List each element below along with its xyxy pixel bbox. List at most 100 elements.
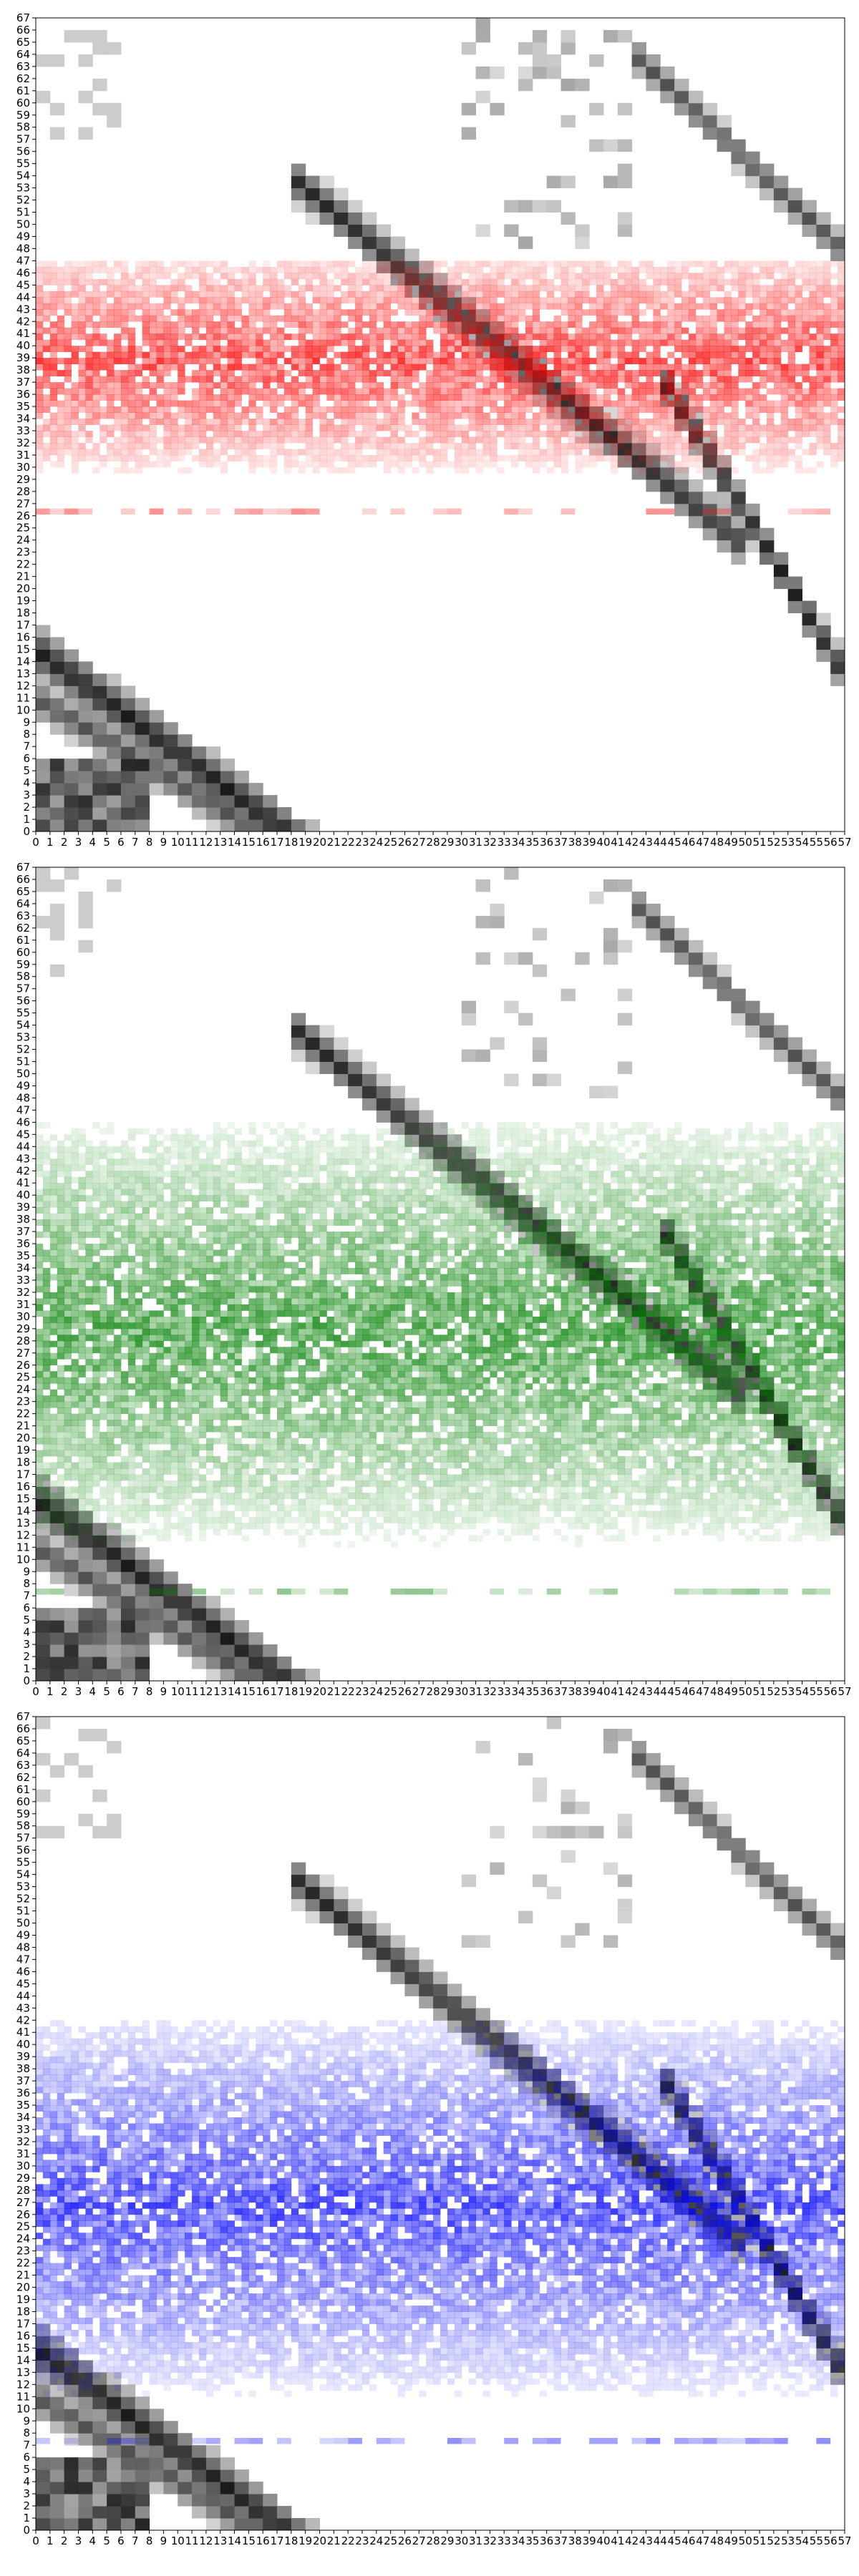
gray-cell bbox=[603, 442, 618, 456]
gray-cell bbox=[64, 783, 79, 796]
overlay-cell bbox=[107, 388, 115, 395]
overlay-cell bbox=[681, 370, 689, 377]
overlay-cell bbox=[326, 376, 334, 383]
overlay-cell bbox=[85, 436, 93, 444]
overlay-cell bbox=[156, 376, 164, 383]
overlay-cell bbox=[688, 278, 697, 286]
overlay-cell bbox=[227, 358, 235, 365]
overlay-cell bbox=[107, 1511, 115, 1518]
overlay-cell bbox=[85, 1511, 93, 1518]
overlay-cell bbox=[348, 273, 356, 280]
overlay-cell bbox=[667, 461, 675, 468]
overlay-cell bbox=[78, 364, 86, 371]
overlay-cell bbox=[341, 333, 349, 341]
overlay-cell bbox=[85, 406, 93, 413]
overlay-cell bbox=[107, 406, 115, 413]
overlay-cell bbox=[468, 358, 476, 365]
overlay-cell bbox=[397, 467, 405, 474]
overlay-cell bbox=[709, 303, 717, 310]
overlay-cell bbox=[717, 278, 724, 286]
overlay-cell bbox=[227, 364, 235, 371]
overlay-cell bbox=[610, 370, 618, 377]
overlay-cell bbox=[355, 327, 363, 334]
overlay-cell bbox=[823, 382, 831, 389]
overlay-cell bbox=[135, 297, 143, 304]
overlay-cell bbox=[539, 412, 548, 419]
overlay-cell bbox=[759, 382, 767, 389]
overlay-cell bbox=[149, 358, 157, 365]
overlay-cell bbox=[773, 370, 782, 377]
overlay-cell bbox=[745, 339, 753, 346]
overlay-cell bbox=[369, 297, 377, 304]
overlay-cell bbox=[802, 327, 810, 334]
overlay-cell bbox=[582, 351, 590, 358]
overlay-cell bbox=[738, 388, 746, 395]
overlay-cell bbox=[397, 351, 405, 358]
overlay-cell bbox=[291, 1516, 299, 1523]
overlay-cell bbox=[816, 1535, 824, 1542]
overlay-cell bbox=[752, 454, 760, 462]
overlay-cell bbox=[36, 364, 44, 371]
overlay-cell bbox=[802, 370, 810, 377]
overlay-cell bbox=[78, 370, 86, 377]
overlay-cell bbox=[42, 1523, 51, 1530]
gray-cell bbox=[674, 940, 689, 953]
overlay-cell bbox=[482, 309, 490, 316]
gray-cell bbox=[546, 382, 562, 395]
gray-cell bbox=[120, 1584, 136, 1596]
y-tick-label: 44 bbox=[16, 291, 30, 303]
overlay-cell bbox=[92, 370, 100, 377]
overlay-cell bbox=[646, 364, 654, 371]
gray-cell bbox=[205, 1620, 221, 1633]
overlay-cell bbox=[766, 346, 775, 353]
overlay-cell bbox=[482, 430, 490, 437]
overlay-cell bbox=[702, 419, 711, 425]
overlay-cell bbox=[149, 364, 157, 371]
overlay-cell bbox=[213, 461, 221, 468]
overlay-cell bbox=[525, 1516, 533, 1523]
overlay-cell bbox=[830, 333, 838, 341]
overlay-cell bbox=[426, 1516, 434, 1523]
overlay-cell bbox=[795, 370, 802, 377]
gray-cell bbox=[49, 102, 65, 116]
overlay-cell bbox=[582, 333, 590, 341]
overlay-cell bbox=[376, 315, 384, 322]
overlay-cell bbox=[454, 412, 462, 419]
overlay-cell bbox=[205, 436, 214, 444]
overlay-cell bbox=[624, 278, 633, 286]
overlay-cell bbox=[724, 321, 732, 328]
overlay-cell bbox=[830, 1516, 838, 1523]
y-tick-label: 10 bbox=[16, 703, 30, 716]
overlay-cell bbox=[504, 442, 512, 449]
overlay-cell bbox=[348, 278, 356, 286]
overlay-cell bbox=[78, 278, 86, 286]
overlay-cell bbox=[248, 461, 256, 468]
gray-cell bbox=[688, 940, 704, 953]
overlay-cell bbox=[447, 508, 462, 515]
overlay-cell bbox=[100, 297, 107, 304]
overlay-cell bbox=[624, 436, 633, 444]
overlay-cell bbox=[163, 370, 171, 377]
overlay-cell bbox=[589, 260, 597, 268]
overlay-cell bbox=[823, 388, 831, 395]
y-tick-label: 1 bbox=[23, 813, 30, 826]
overlay-cell bbox=[731, 327, 739, 334]
overlay-cell bbox=[213, 351, 221, 358]
overlay-cell bbox=[291, 382, 299, 389]
gray-cell bbox=[64, 1559, 79, 1572]
overlay-cell bbox=[397, 260, 405, 268]
overlay-cell bbox=[376, 1504, 384, 1511]
overlay-cell bbox=[42, 278, 51, 286]
overlay-cell bbox=[787, 1504, 796, 1511]
overlay-cell bbox=[795, 297, 802, 304]
gray-cell bbox=[674, 78, 689, 92]
gray-cell bbox=[49, 758, 65, 771]
x-tick-label: 5 bbox=[103, 836, 110, 849]
overlay-cell bbox=[752, 297, 760, 304]
overlay-cell bbox=[369, 430, 377, 437]
overlay-cell bbox=[305, 346, 313, 353]
overlay-cell bbox=[135, 346, 143, 353]
overlay-cell bbox=[731, 315, 739, 322]
overlay-cell bbox=[773, 285, 782, 292]
overlay-cell bbox=[553, 442, 561, 449]
